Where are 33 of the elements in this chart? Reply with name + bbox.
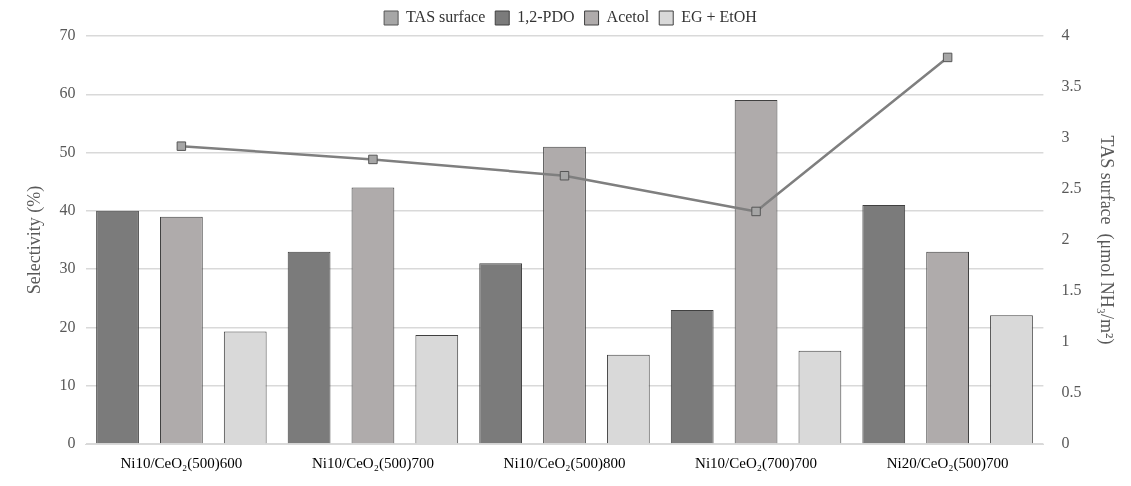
x-tick-label: Ni10/CeO₂(500)800 [503,454,626,472]
x-tick-label: Ni20/CeO₂(500)700 [886,454,1009,472]
legend-label: Acetol [606,8,650,26]
y-tick-label: 10 [59,375,76,393]
x-tick-label: Ni10/CeO₂(500)600 [120,454,243,472]
y2-tick-label: 0.5 [1061,383,1082,401]
y-tick-label: 60 [59,84,76,102]
y2-tick-label: 1.5 [1061,281,1082,299]
y2-tick-label: 0 [1061,434,1070,452]
point [942,52,953,63]
point [559,171,570,181]
y-tick-label: 70 [59,26,76,44]
y-tick-label: 30 [59,259,76,277]
y-axis-title: Selectivity (%) [23,185,45,295]
y2-tick-label: 3 [1061,128,1070,146]
y2-axis-title: TAS surface (μmol NH₃/m²) [1096,135,1118,345]
point [176,141,187,151]
y2-tick-label: 2.5 [1061,179,1082,197]
legend-label: 1,2-PDO [517,8,575,26]
y2-tick-label: 3.5 [1061,77,1082,95]
y-tick-label: 20 [59,317,76,335]
point [368,154,378,165]
x-tick-label: Ni10/CeO₂(700)700 [695,454,818,472]
y-tick-label: 50 [59,142,76,160]
legend-label: EG + EtOH [681,8,758,26]
x-tick-label: Ni10/CeO₂(500)700 [311,454,434,472]
y2-tick-label: 4 [1061,26,1070,44]
y2-tick-label: 2 [1061,230,1070,248]
y-tick-label: 40 [59,201,76,219]
y-tick-label: 0 [67,434,76,452]
y2-tick-label: 1 [1061,332,1070,350]
legend-label: TAS surface [406,8,486,26]
point [751,206,761,217]
